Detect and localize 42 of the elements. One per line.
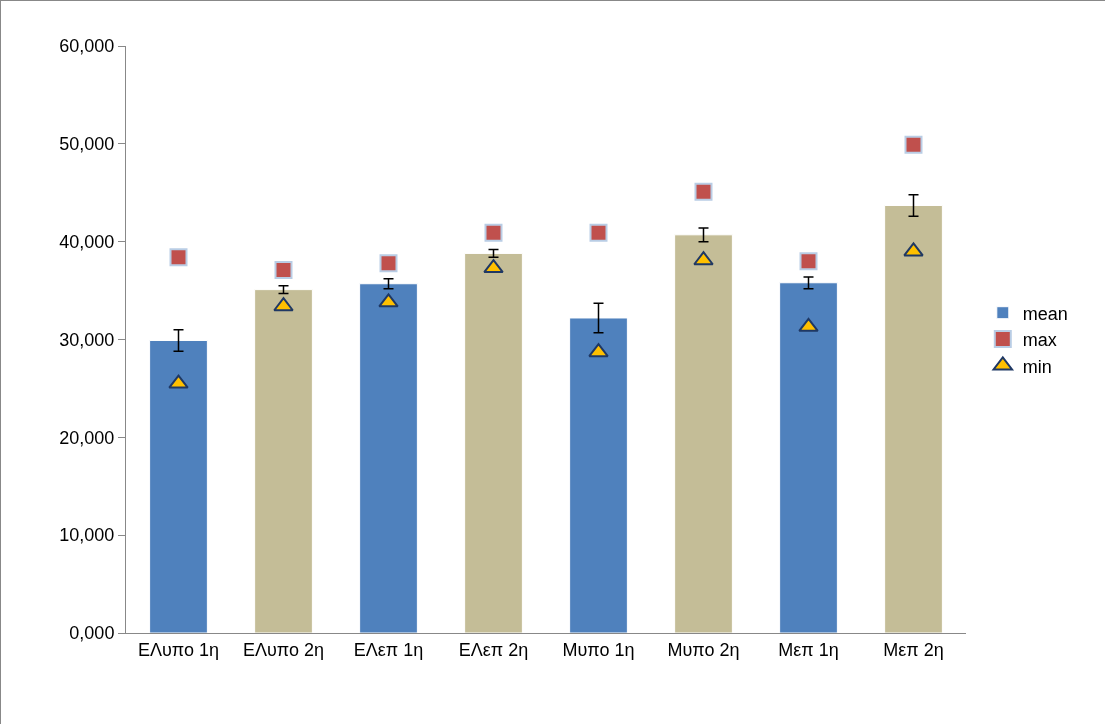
legend-label: min: [1022, 356, 1052, 377]
x-tick-label: Μυπο 1η: [562, 639, 635, 660]
y-tick-label: 40,000: [59, 231, 115, 252]
bar: [569, 317, 628, 633]
point: [588, 343, 609, 358]
legend-label: mean: [1022, 303, 1068, 324]
point: [799, 252, 818, 271]
bar: [359, 283, 418, 633]
legend-label: max: [1022, 330, 1057, 351]
point: [904, 135, 923, 154]
point: [484, 223, 503, 242]
x-tick-label: Μεπ 1η: [778, 639, 839, 660]
y-tick-label: 50,000: [59, 134, 115, 155]
point: [694, 182, 713, 201]
point: [168, 374, 189, 389]
point: [483, 259, 504, 274]
y-tick-label: 0,000: [69, 623, 115, 644]
point: [379, 254, 398, 273]
point: [798, 317, 819, 332]
bar: [149, 339, 208, 633]
y-tick-label: 30,000: [59, 329, 115, 350]
point: [378, 293, 399, 308]
point: [274, 261, 293, 280]
bar: [464, 252, 523, 633]
y-tick-label: 20,000: [59, 427, 115, 448]
point: [169, 248, 188, 267]
bar: [779, 282, 838, 633]
bar: [884, 204, 943, 633]
point: [903, 242, 924, 257]
bar: [674, 234, 733, 633]
y-tick-label: 60,000: [59, 36, 115, 57]
x-tick-label: Μεπ 2η: [883, 639, 944, 660]
x-tick-label: Μυπο 2η: [667, 639, 740, 660]
point: [589, 223, 608, 242]
x-tick-label: ΕΛεπ 1η: [353, 639, 424, 660]
x-tick-label: ΕΛεπ 2η: [458, 639, 529, 660]
x-tick-label: ΕΛυπο 2η: [242, 639, 325, 660]
point: [693, 251, 714, 266]
x-tick-label: ΕΛυπο 1η: [137, 639, 220, 660]
bar: [254, 289, 313, 633]
point: [273, 297, 294, 312]
y-tick-label: 10,000: [59, 525, 115, 546]
